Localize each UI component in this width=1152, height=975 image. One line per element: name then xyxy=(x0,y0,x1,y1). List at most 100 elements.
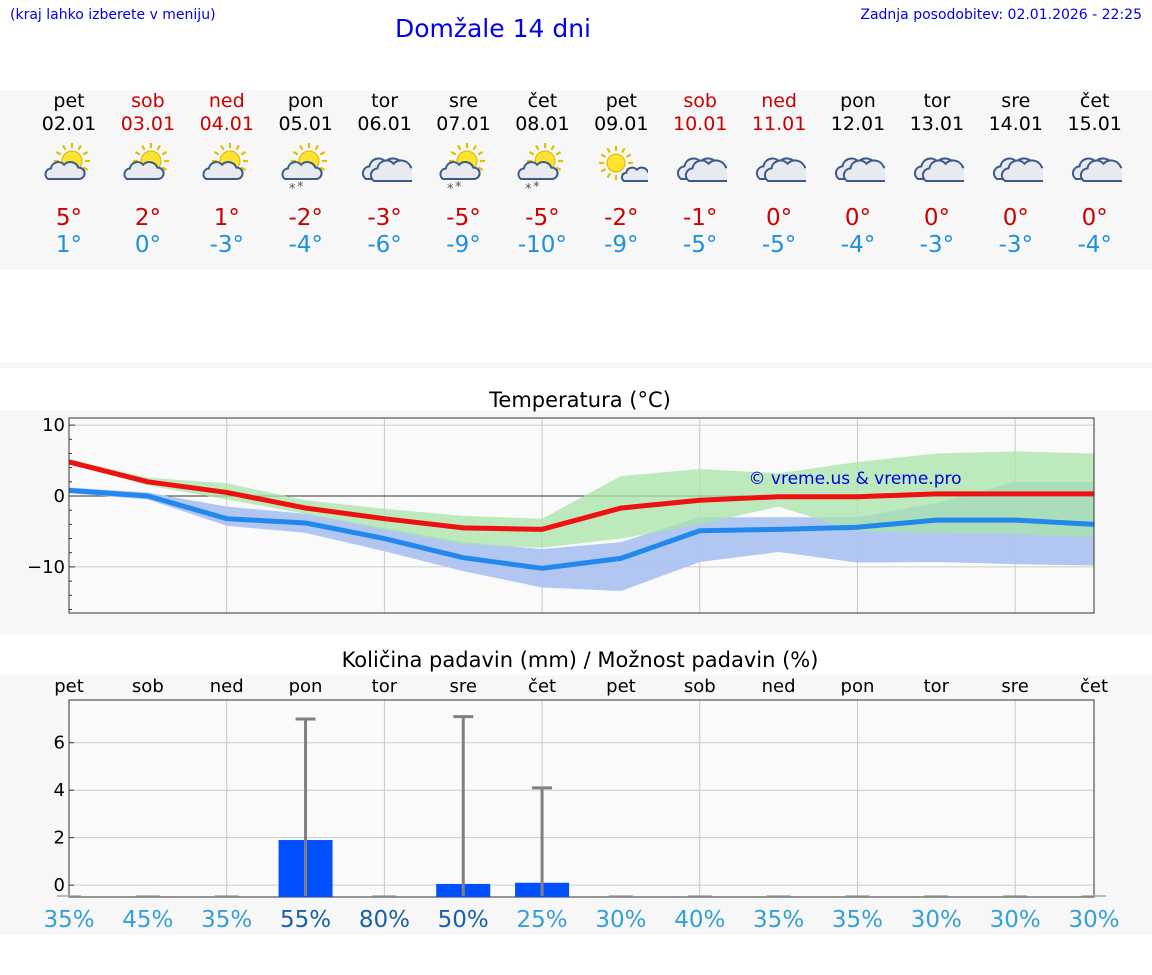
precipitation-probability: 35% xyxy=(201,907,252,933)
min-temperature: -3° xyxy=(998,232,1034,258)
precipitation-probability: 30% xyxy=(990,907,1041,933)
y-tick-label: 2 xyxy=(54,828,65,849)
y-tick-label: 10 xyxy=(42,415,65,436)
sun-cloud-icon xyxy=(44,143,90,180)
day-name: tor xyxy=(923,90,951,112)
day-date: 09.01 xyxy=(594,113,649,135)
snowflake-mark: * xyxy=(297,180,304,195)
day-date: 06.01 xyxy=(357,113,412,135)
sun-ray xyxy=(319,151,325,156)
min-temperature: -9° xyxy=(604,232,639,258)
sun-cloud-icon xyxy=(202,143,248,180)
max-temperature: 2° xyxy=(134,205,161,231)
max-temperature: 0° xyxy=(844,205,872,231)
cloud-shape xyxy=(764,159,807,182)
sun-ray xyxy=(314,144,319,151)
precipitation-probability: 30% xyxy=(595,907,646,933)
sun-ray xyxy=(161,151,168,156)
plot-area xyxy=(69,700,1094,897)
precipitation-probability: 50% xyxy=(438,907,489,933)
min-temperature: -3° xyxy=(209,232,245,258)
day-date: 07.01 xyxy=(436,113,491,135)
precipitation-probability: 35% xyxy=(43,907,94,933)
day-date: 05.01 xyxy=(278,113,333,135)
precipitation-probability: 25% xyxy=(517,907,568,933)
day-name: sob xyxy=(683,90,717,112)
day-date: 02.01 xyxy=(41,113,97,135)
overcast-icon xyxy=(361,157,412,182)
day-column: pet 02.01 5° 1° xyxy=(29,90,109,259)
sun-cloud-icon xyxy=(202,143,248,180)
day-name: pet xyxy=(605,90,637,112)
overcast-icon xyxy=(361,157,412,182)
min-temperature-line xyxy=(68,487,1095,571)
day-name: ned xyxy=(761,90,797,112)
precipitation-probability: 35% xyxy=(832,907,883,933)
sun-ray xyxy=(156,144,161,151)
max-temperature: 0° xyxy=(923,205,950,231)
sun-ray xyxy=(240,166,246,171)
divider xyxy=(0,362,1152,368)
day-column: tor 06.01 -3° -6° xyxy=(345,90,425,259)
category-label: sre xyxy=(449,676,476,697)
y-tick-label: −10 xyxy=(27,557,65,578)
max-temperature: -3° xyxy=(367,205,402,231)
day-name: pon xyxy=(840,90,876,112)
overcast-icon xyxy=(992,157,1043,182)
min-temperature: -5° xyxy=(682,232,718,258)
overcast-icon xyxy=(677,157,728,182)
day-column: čet 15.01 0° -4° xyxy=(1055,90,1135,259)
overcast-icon xyxy=(677,157,728,182)
sun-ray xyxy=(219,144,225,151)
sun-ray xyxy=(292,151,298,156)
precipitation-probability: 55% xyxy=(280,907,331,933)
sun-ray xyxy=(601,153,607,158)
day-date: 11.01 xyxy=(751,113,807,135)
min-temperature: -10° xyxy=(517,232,567,258)
sun-ray xyxy=(319,166,325,171)
min-temperature: 1° xyxy=(55,232,83,258)
max-temperature: 0° xyxy=(1081,205,1108,231)
sun-ray xyxy=(450,151,456,156)
day-column: ned 04.01 1° -3° xyxy=(187,90,267,259)
snowflake-mark: * xyxy=(447,182,454,195)
overcast-icon xyxy=(756,157,807,182)
cloud-shape xyxy=(123,161,165,180)
last-updated: Zadnja posodobitev: 02.01.2026 - 22:25 xyxy=(860,7,1142,23)
day-date: 04.01 xyxy=(199,113,254,135)
cloud-shape xyxy=(369,159,412,182)
max-temperature: 0° xyxy=(766,205,793,231)
day-column: pet 09.01 -2° -9° xyxy=(581,90,661,259)
max-temperature: -2° xyxy=(604,205,639,231)
category-label: tor xyxy=(924,676,950,697)
cloud-shape xyxy=(842,159,885,182)
day-date: 13.01 xyxy=(909,113,965,135)
sun-ray xyxy=(298,144,304,151)
category-label: čet xyxy=(528,676,556,697)
region-hint-link[interactable]: (kraj lahko izberete v meniju) xyxy=(10,7,216,23)
day-date: 15.01 xyxy=(1067,113,1122,135)
sun-ray xyxy=(606,147,612,154)
cloud-shape xyxy=(438,161,481,180)
category-label: sob xyxy=(684,676,716,697)
snowflake-mark: * xyxy=(289,182,296,195)
sun-ray xyxy=(240,151,246,156)
category-label: ned xyxy=(762,676,796,697)
snowflake-mark: * xyxy=(533,180,540,195)
overcast-icon xyxy=(913,157,964,182)
cloud-shape xyxy=(44,161,86,180)
sun-ray xyxy=(456,144,461,151)
overcast-icon xyxy=(913,157,964,182)
sun-ray xyxy=(477,166,483,171)
temperature-chart-title: Temperatura (°C) xyxy=(489,388,671,412)
cloud-shape xyxy=(1000,159,1043,182)
max-temperature: 0° xyxy=(1002,205,1029,231)
min-temperature: -9° xyxy=(446,232,481,258)
overcast-icon xyxy=(1071,157,1122,182)
day-column: sre 14.01 0° -3° xyxy=(976,90,1056,259)
day-column: ned 11.01 0° -5° xyxy=(739,90,819,259)
category-label: pon xyxy=(289,676,323,697)
cloud-shape xyxy=(1079,159,1122,182)
day-name: čet xyxy=(527,90,558,112)
sun-cloud-icon xyxy=(123,143,169,180)
